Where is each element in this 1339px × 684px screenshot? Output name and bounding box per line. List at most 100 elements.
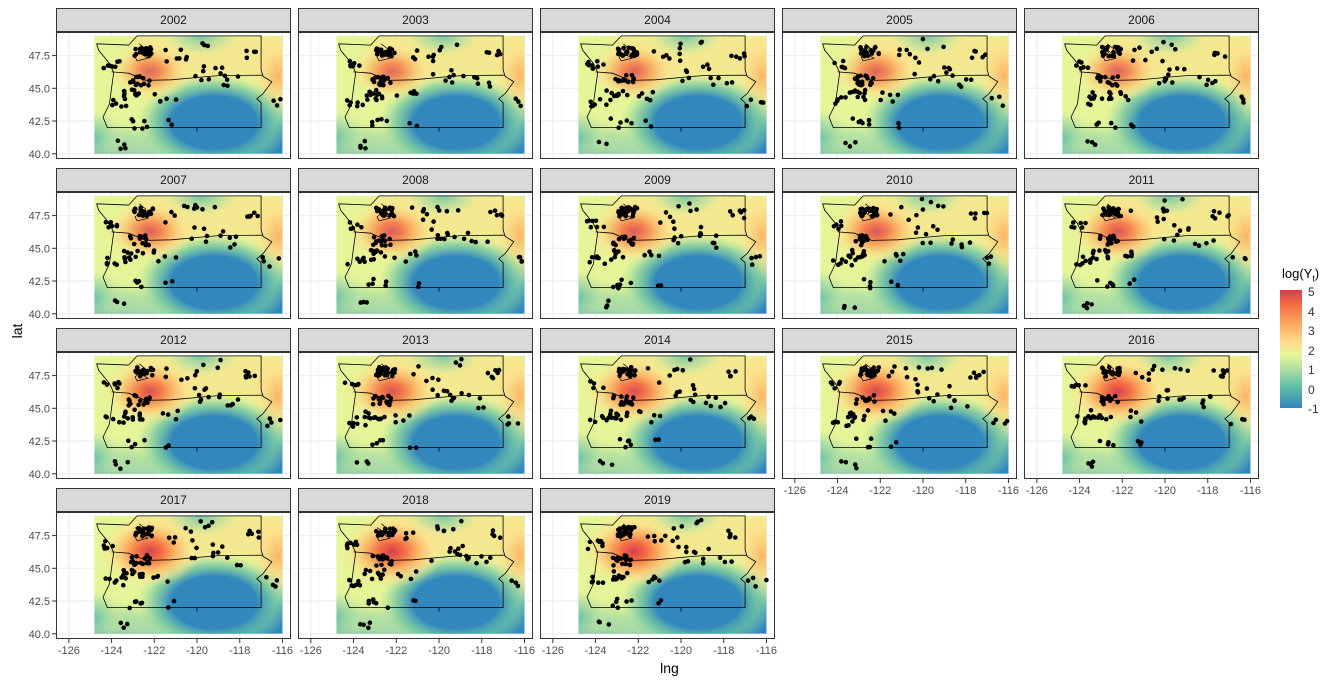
station-point [142,371,148,376]
station-point [625,92,630,98]
y-tick-label: 40.0 [29,629,50,641]
y-tick-label: 45.0 [29,403,50,415]
station-point [140,571,145,577]
station-point [193,73,198,79]
x-tick-label: -122 [627,645,649,657]
station-point [631,395,636,400]
station-point [920,36,926,42]
station-point [465,230,471,236]
station-point [904,374,910,380]
station-point [626,399,632,405]
x-tick-label: -116 [756,645,777,657]
station-point [623,561,629,567]
station-point [1169,42,1174,48]
station-point [1102,208,1107,213]
station-point [169,122,174,127]
station-point [670,538,675,544]
station-point [1205,77,1211,83]
facet-strip-label: 2014 [644,333,671,347]
station-point [1118,46,1123,52]
station-point [140,561,146,567]
raster-hotspot [340,515,444,588]
station-point [1162,198,1167,203]
station-point [585,546,591,552]
station-point [103,576,108,581]
station-point [632,372,637,378]
station-point [989,95,994,101]
station-point [624,410,630,415]
facet-strip [782,168,1017,192]
station-point [649,253,654,258]
station-point [205,43,211,49]
facet-panel-2008 [297,192,533,319]
station-point [1154,215,1160,220]
raster-hotspot [1074,40,1162,102]
station-point [843,95,848,100]
station-point [351,542,357,547]
station-point [466,392,472,398]
station-point [1094,256,1099,262]
station-point [1099,96,1105,101]
station-point [643,118,648,123]
station-point [871,393,877,398]
station-point [426,54,431,59]
station-point [843,459,849,465]
station-point [378,250,384,255]
station-point [880,90,885,95]
station-point [849,247,855,253]
station-point [1128,208,1134,213]
station-point [350,420,356,426]
station-point [608,257,614,262]
station-point [373,205,379,211]
station-point [727,373,733,379]
station-point [606,622,612,627]
facet-strip [56,8,291,32]
station-point [132,206,138,211]
state-border [353,551,505,561]
station-point [1221,371,1227,376]
station-point [147,48,152,53]
raster-field [94,195,283,314]
station-point [1137,45,1142,50]
station-point [110,416,116,422]
station-point [121,88,127,94]
station-point [379,233,385,239]
station-point [267,416,273,421]
station-point [920,207,926,212]
station-point [165,579,170,584]
station-point [657,578,662,583]
station-point [608,97,613,103]
station-point [959,244,965,250]
station-point [615,282,620,288]
panel-border [540,32,775,159]
station-point [382,206,388,212]
station-point [1161,39,1166,45]
station-point [1125,97,1131,103]
station-point [192,386,198,391]
station-point [1114,44,1119,50]
facet-strip-label: 2019 [644,493,671,507]
station-point [628,442,634,448]
station-point [355,421,360,427]
station-point [128,80,133,85]
station-points [1069,363,1247,469]
station-point [449,68,454,73]
station-point [128,251,134,256]
x-tick-label: -118 [1197,485,1218,497]
station-point [889,279,894,284]
station-point [454,42,460,48]
station-point [149,533,154,539]
station-point [1156,81,1162,86]
station-point [376,572,382,577]
station-point [459,518,464,524]
station-point [893,440,899,445]
station-point [140,126,145,131]
station-point [1160,206,1166,211]
station-point [864,235,870,241]
station-point [267,264,272,269]
station-point [373,96,378,101]
station-point [130,571,135,577]
station-point [1230,255,1235,260]
state-outline [96,195,273,288]
station-point [129,555,135,560]
